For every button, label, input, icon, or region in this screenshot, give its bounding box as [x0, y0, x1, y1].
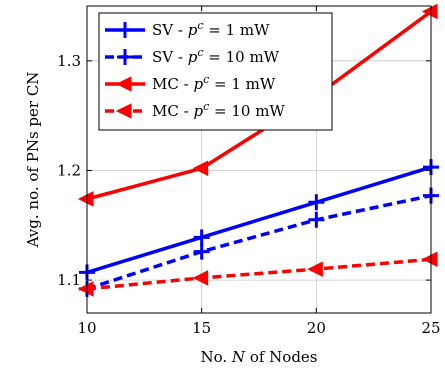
data-point [421, 251, 438, 268]
data-point [193, 229, 210, 246]
series [77, 251, 438, 297]
y-axis-label: Avg. no. of PNs per CN [24, 72, 42, 249]
data-point [77, 191, 94, 207]
axis-ticks [86, 6, 432, 313]
legend-item: SV - pc = 1 mW [105, 19, 270, 39]
data-point [117, 49, 133, 65]
y-tick-label: 1.2 [57, 161, 81, 179]
data-point [115, 76, 132, 92]
x-tick-label: 25 [421, 319, 440, 337]
data-point [117, 22, 133, 38]
legend-label: SV - pc = 10 mW [152, 46, 280, 66]
y-tick-label: 1.1 [57, 271, 81, 289]
series [79, 159, 439, 281]
data-point [192, 160, 209, 177]
legend-item: SV - pc = 10 mW [105, 46, 280, 66]
legend-label: SV - pc = 1 mW [152, 19, 270, 39]
data-point [192, 270, 209, 286]
data-point [421, 3, 438, 20]
data-point [308, 194, 325, 211]
series-layer [77, 3, 439, 297]
series-line [86, 10, 433, 201]
series-line [86, 165, 432, 275]
data-point [115, 103, 132, 119]
x-tick-label: 10 [77, 319, 96, 337]
legend-item: MC - pc = 10 mW [105, 100, 285, 120]
legend: SV - pc = 1 mW SV - pc = 10 mW MC - pc = 1… [98, 12, 333, 131]
x-tick-label: 20 [307, 319, 326, 337]
tick-labels: 10 15 20 25 1.1 1.2 1.3 [57, 52, 440, 337]
y-tick-label: 1.3 [57, 52, 81, 70]
x-axis-label: No. N of Nodes [200, 348, 317, 366]
legend-label: MC - pc = 1 mW [152, 73, 276, 93]
x-tick-label: 15 [192, 319, 211, 337]
data-point [307, 261, 323, 277]
legend-item: MC - pc = 1 mW [105, 73, 276, 93]
series-line [86, 257, 432, 291]
data-point [193, 243, 210, 260]
plot-area-frame [86, 5, 432, 314]
data-point [77, 281, 94, 297]
series-line [86, 193, 432, 291]
data-point [308, 211, 325, 228]
legend-label: MC - pc = 10 mW [152, 100, 285, 120]
